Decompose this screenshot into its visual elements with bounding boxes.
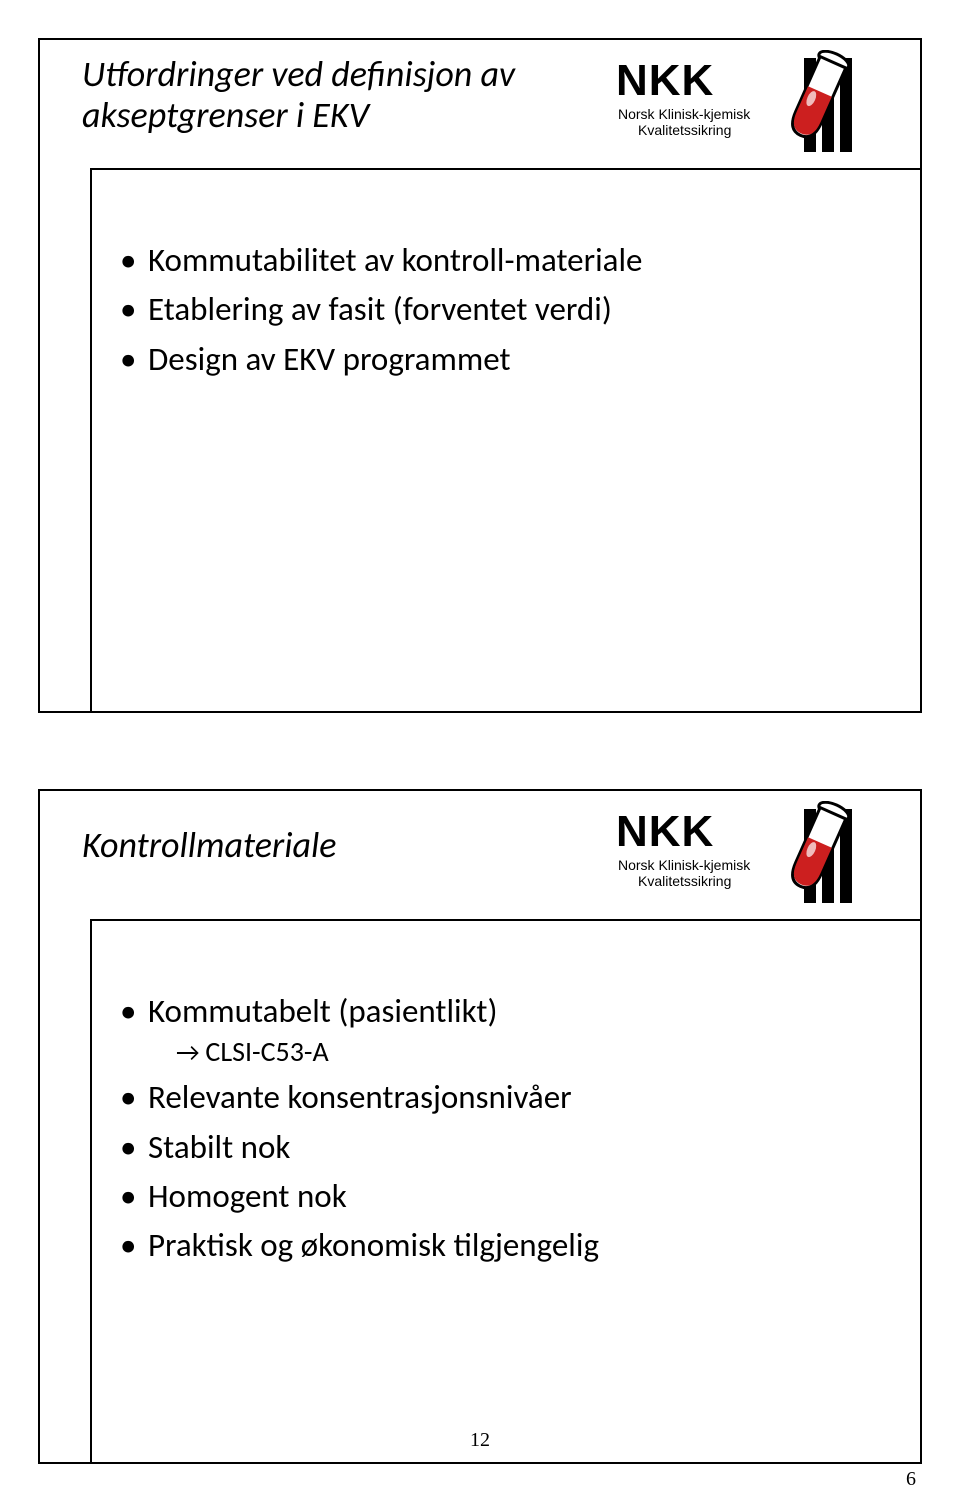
- bullet-item: Stabilt nok: [120, 1127, 880, 1168]
- slide-content: Kommutabilitet av kontroll-materiale Eta…: [120, 240, 880, 388]
- bullet-item: Relevante konsentrasjonsnivåer: [120, 1077, 880, 1118]
- horizontal-rule: [90, 919, 920, 921]
- bullet-sub: CLSI-C53-A: [148, 1034, 880, 1069]
- slide-header: Utfordringer ved definisjon av akseptgre…: [54, 54, 906, 224]
- slide-1: Utfordringer ved definisjon av akseptgre…: [0, 0, 960, 751]
- slide-frame: Utfordringer ved definisjon av akseptgre…: [38, 38, 922, 713]
- vertical-rule: [90, 168, 92, 711]
- logo-graphic-icon: [778, 801, 896, 911]
- bullet-item: Etablering av fasit (forventet verdi): [120, 289, 880, 330]
- slide-frame: Kontrollmateriale NKK Norsk Klinisk-kjem…: [38, 789, 922, 1464]
- document-page-number: 6: [906, 1468, 916, 1491]
- vertical-rule: [90, 919, 92, 1462]
- logo-line2: Kvalitetssikring: [638, 122, 731, 138]
- bullet-text: Kommutabelt (pasientlikt): [148, 991, 498, 1031]
- slide-2: Kontrollmateriale NKK Norsk Klinisk-kjem…: [0, 751, 960, 1502]
- logo-acronym: NKK: [616, 807, 714, 857]
- logo-acronym: NKK: [616, 56, 714, 106]
- document-page: Utfordringer ved definisjon av akseptgre…: [0, 0, 960, 1503]
- bullet-list: Kommutabilitet av kontroll-materiale Eta…: [120, 240, 880, 380]
- nkk-logo: NKK Norsk Klinisk-kjemisk Kvalitetssikri…: [616, 56, 896, 156]
- slide-content: Kommutabelt (pasientlikt) CLSI-C53-A Rel…: [120, 991, 880, 1274]
- horizontal-rule: [90, 168, 920, 170]
- bullet-list: Kommutabelt (pasientlikt) CLSI-C53-A Rel…: [120, 991, 880, 1266]
- logo-line1: Norsk Klinisk-kjemisk: [618, 857, 750, 873]
- slide-title: Kontrollmateriale: [82, 825, 336, 866]
- bullet-item: Design av EKV programmet: [120, 339, 880, 380]
- slide-header: Kontrollmateriale NKK Norsk Klinisk-kjem…: [54, 805, 906, 975]
- slide-title: Utfordringer ved definisjon av akseptgre…: [82, 54, 602, 137]
- bullet-item: Kommutabilitet av kontroll-materiale: [120, 240, 880, 281]
- bullet-item: Kommutabelt (pasientlikt) CLSI-C53-A: [120, 991, 880, 1069]
- logo-graphic-icon: [778, 50, 896, 160]
- slide-number: 12: [470, 1429, 490, 1452]
- logo-line1: Norsk Klinisk-kjemisk: [618, 106, 750, 122]
- logo-line2: Kvalitetssikring: [638, 873, 731, 889]
- nkk-logo: NKK Norsk Klinisk-kjemisk Kvalitetssikri…: [616, 807, 896, 907]
- bullet-item: Homogent nok: [120, 1176, 880, 1217]
- bullet-item: Praktisk og økonomisk tilgjengelig: [120, 1225, 880, 1266]
